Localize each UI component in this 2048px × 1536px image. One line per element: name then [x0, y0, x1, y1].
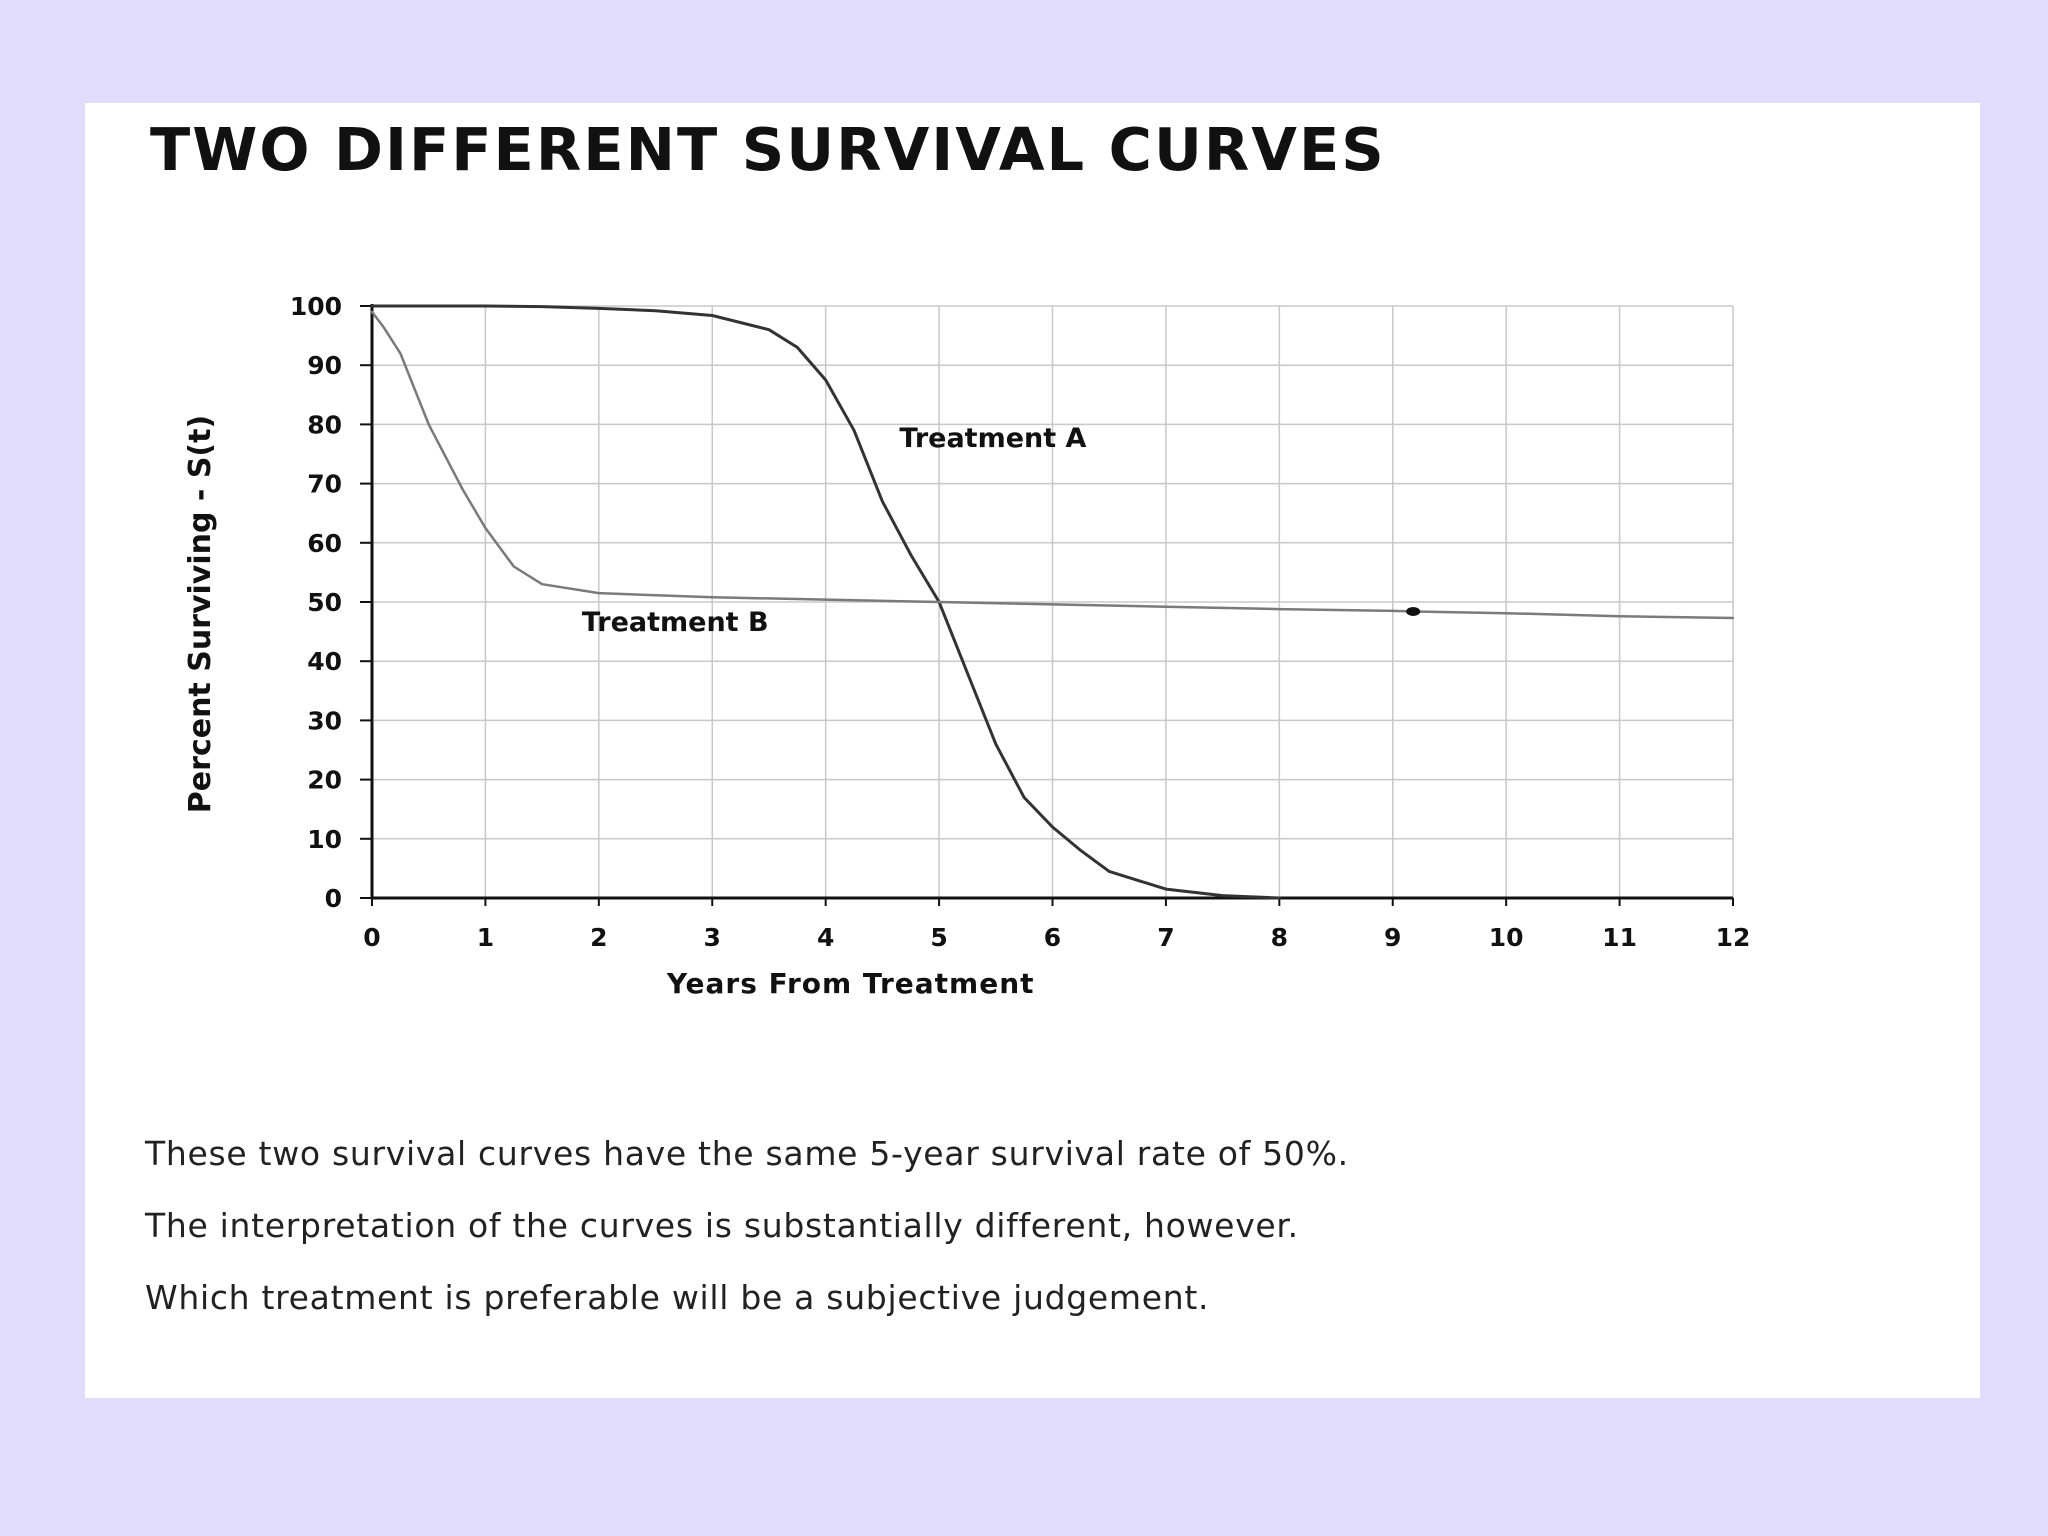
- y-axis-label: Percent Surviving - S(t): [183, 415, 218, 813]
- chart-labels: 0 1 2 3 4 5 6 7 8 9 10 11 120102030405060708090100Ye…: [183, 292, 1750, 1000]
- x-tick-label: 10: [1489, 923, 1524, 952]
- series-line-treatment-a: [370, 304, 1281, 900]
- y-tick-label: 50: [307, 588, 342, 617]
- x-tick-label: 8: [1271, 923, 1288, 952]
- x-tick-label: 7: [1157, 923, 1174, 952]
- x-axis-label: Years From Treatment: [666, 967, 1035, 1000]
- x-tick-label: 0: [363, 923, 380, 952]
- x-tick-label: 4: [817, 923, 834, 952]
- x-tick-label: 12: [1716, 923, 1751, 952]
- y-tick-label: 30: [307, 706, 342, 735]
- annotation-treatment-a: Treatment A: [899, 423, 1086, 454]
- y-tick-label: 40: [307, 647, 342, 676]
- y-tick-label: 100: [290, 292, 342, 321]
- x-tick-label: 11: [1602, 923, 1637, 952]
- data-point-marker: [1406, 606, 1421, 616]
- x-tick-label: 5: [930, 923, 947, 952]
- annotation-treatment-b: Treatment B: [582, 607, 769, 638]
- x-tick-label: 6: [1044, 923, 1061, 952]
- note-line-1: These two survival curves have the same …: [145, 1134, 1349, 1173]
- y-tick-label: 90: [307, 351, 342, 380]
- y-tick-label: 0: [325, 884, 342, 913]
- x-tick-label: 9: [1384, 923, 1401, 952]
- x-tick-label: 2: [590, 923, 607, 952]
- note-line-3: Which treatment is preferable will be a …: [145, 1278, 1210, 1317]
- notes: These two survival curves have the same …: [145, 1135, 1349, 1351]
- note-line-2: The interpretation of the curves is subs…: [145, 1206, 1299, 1245]
- x-tick-label: 3: [704, 923, 721, 952]
- y-tick-label: 10: [307, 825, 342, 854]
- series-lines: [370, 304, 1735, 900]
- axes: [360, 304, 1734, 906]
- x-tick-label: 1: [477, 923, 494, 952]
- y-tick-label: 80: [307, 410, 342, 439]
- survival-chart: 0 1 2 3 4 5 6 7 8 9 10 11 120102030405060708090100Ye…: [183, 292, 1750, 1000]
- grid-lines: [372, 305, 1734, 898]
- y-tick-label: 60: [307, 529, 342, 558]
- y-tick-label: 70: [307, 470, 342, 499]
- y-tick-label: 20: [307, 766, 342, 795]
- slide-title: TWO DIFFERENT SURVIVAL CURVES: [150, 115, 1386, 184]
